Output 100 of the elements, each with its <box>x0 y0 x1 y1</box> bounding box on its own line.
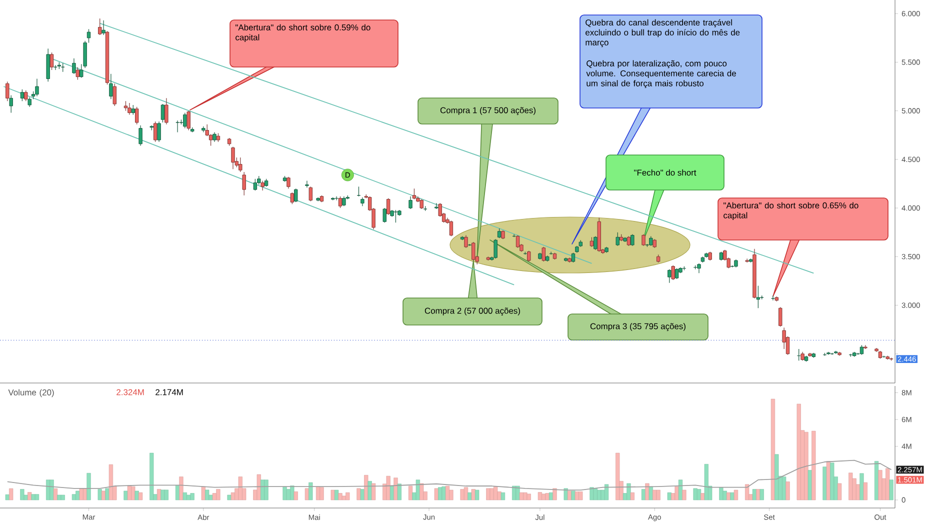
bar <box>760 489 764 500</box>
bar <box>160 490 165 500</box>
candlestick <box>594 236 598 250</box>
bar <box>574 491 579 500</box>
bar <box>494 486 498 500</box>
candlestick <box>131 104 135 115</box>
bar <box>538 492 542 500</box>
bar <box>770 398 776 500</box>
bar <box>150 452 154 500</box>
bar <box>134 490 139 500</box>
bar <box>216 489 220 500</box>
candlestick <box>253 178 258 191</box>
bar <box>774 454 779 500</box>
bar <box>127 486 132 500</box>
candlestick <box>674 268 679 280</box>
bar <box>745 484 750 500</box>
candlestick <box>294 188 298 202</box>
bar <box>445 486 450 500</box>
candlestick <box>186 110 190 131</box>
candlestick <box>642 234 646 246</box>
bar <box>564 488 568 500</box>
bar <box>500 492 506 500</box>
bar <box>630 492 634 500</box>
bar <box>342 496 346 500</box>
bar <box>205 490 210 500</box>
candlestick <box>497 228 502 238</box>
candlestick <box>153 121 158 142</box>
bar <box>812 430 816 500</box>
bar <box>597 490 602 500</box>
candlestick <box>98 18 102 36</box>
candlestick <box>286 176 290 189</box>
bar <box>808 470 812 500</box>
bar <box>471 489 476 500</box>
bar <box>578 491 583 500</box>
candlestick <box>616 232 620 246</box>
candlestick <box>138 125 142 146</box>
bar <box>449 490 454 500</box>
bar <box>486 488 490 500</box>
annotation: Volume (20) <box>8 389 54 398</box>
bar <box>438 487 442 500</box>
annotation: 2.174M <box>156 389 183 396</box>
bar <box>238 476 242 500</box>
candlestick <box>472 242 476 261</box>
bar <box>519 492 524 500</box>
bar <box>826 461 830 500</box>
bar <box>860 473 864 500</box>
bar <box>338 493 342 500</box>
annotation: 2.324M <box>116 389 144 396</box>
bar <box>360 489 364 500</box>
bar <box>286 489 291 500</box>
bar <box>108 464 113 500</box>
bar <box>593 488 598 500</box>
bar <box>796 404 801 500</box>
candlestick <box>771 295 775 301</box>
candlestick <box>342 196 346 206</box>
bar <box>138 492 143 500</box>
bar <box>105 488 110 500</box>
bar <box>294 491 298 500</box>
candlestick <box>124 100 128 112</box>
bar <box>308 482 313 500</box>
bar <box>804 432 808 500</box>
bar <box>526 494 531 500</box>
annotation: Compra 1 (57 500 ações) <box>440 107 536 115</box>
candlestick <box>183 112 187 129</box>
bar <box>704 464 708 500</box>
bar <box>256 474 261 500</box>
candlestick <box>412 188 416 200</box>
candlestick <box>860 344 864 356</box>
bar <box>682 490 686 500</box>
candlestick <box>420 198 424 210</box>
bar <box>320 487 324 500</box>
annotation: "Fecho" do short <box>634 169 696 176</box>
bar <box>156 489 162 500</box>
candlestick <box>338 196 342 208</box>
bar <box>568 490 572 500</box>
candlestick <box>160 104 165 123</box>
candlestick <box>516 234 520 248</box>
bar <box>571 490 576 500</box>
bar <box>786 482 790 500</box>
bar <box>734 490 738 500</box>
candlestick <box>290 192 294 204</box>
bar <box>290 486 294 500</box>
bar <box>186 494 191 500</box>
candlestick <box>626 236 631 246</box>
candlestick <box>697 263 701 274</box>
bar <box>886 468 890 500</box>
bar <box>752 489 757 500</box>
bar <box>356 488 361 500</box>
bar <box>442 486 446 500</box>
bar <box>604 484 609 500</box>
bar <box>674 486 679 500</box>
bar <box>420 483 424 500</box>
bar <box>86 472 91 500</box>
candlestick <box>112 83 116 106</box>
bar <box>678 480 683 500</box>
candlestick <box>176 120 180 132</box>
bar <box>667 492 672 500</box>
bar <box>700 493 705 500</box>
bar <box>878 470 882 500</box>
candlestick <box>386 198 390 216</box>
